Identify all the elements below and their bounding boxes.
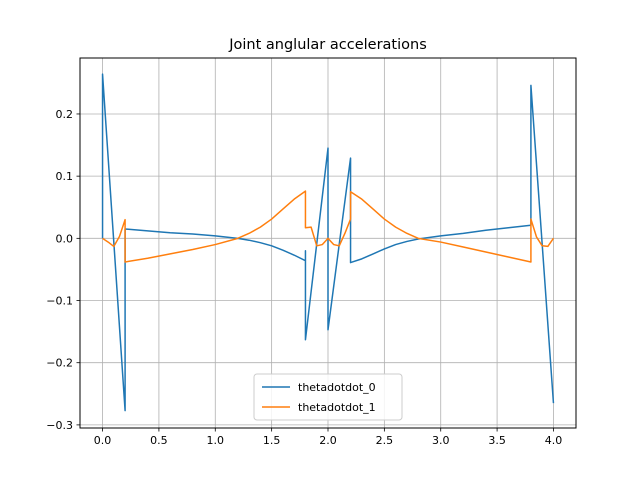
x-tick-label: 0.0 bbox=[94, 434, 112, 447]
series-lines bbox=[101, 73, 555, 412]
y-tick-label: 0.1 bbox=[56, 170, 74, 183]
series-line-thetadotdot-0 bbox=[101, 73, 555, 412]
x-tick-label: 3.0 bbox=[432, 434, 450, 447]
x-tick-label: 2.0 bbox=[319, 434, 337, 447]
legend-box bbox=[253, 373, 403, 421]
x-tick-label: 1.0 bbox=[207, 434, 225, 447]
y-tick-label: 0.0 bbox=[56, 232, 74, 245]
y-tick-label: 0.2 bbox=[56, 108, 74, 121]
legend: thetadotdot_0 thetadotdot_1 bbox=[253, 373, 403, 421]
legend-label: thetadotdot_1 bbox=[298, 401, 376, 414]
x-tick-label: 1.5 bbox=[263, 434, 281, 447]
x-tick-label: 4.0 bbox=[545, 434, 563, 447]
x-tick-label: 3.5 bbox=[488, 434, 506, 447]
series-line-thetadotdot-1 bbox=[102, 190, 555, 263]
axis-ticks: 0.0 0.5 1.0 1.5 2.0 2.5 3.0 3.5 4.0 −0.3 −0.2 −0.1 0… bbox=[46, 108, 562, 447]
y-tick-label: −0.3 bbox=[46, 419, 73, 432]
chart-title: Joint anglular accelerations bbox=[228, 37, 427, 53]
y-tick-label: −0.1 bbox=[46, 295, 73, 308]
legend-label: thetadotdot_0 bbox=[298, 381, 376, 394]
y-tick-label: −0.2 bbox=[46, 357, 73, 370]
x-tick-label: 2.5 bbox=[376, 434, 394, 447]
x-tick-label: 0.5 bbox=[150, 434, 168, 447]
